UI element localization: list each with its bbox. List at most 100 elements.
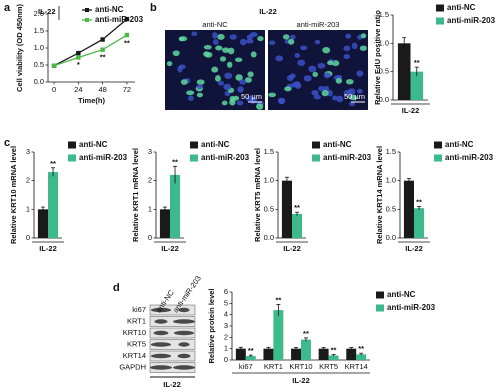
bar (328, 355, 339, 360)
cell (317, 62, 326, 69)
blot-band (150, 342, 172, 347)
cell (191, 31, 198, 37)
y-tick-label: 1.0 (34, 43, 44, 52)
bar (273, 310, 284, 360)
image-label-strip (268, 20, 368, 30)
cell (217, 33, 225, 40)
significance: ** (331, 346, 337, 355)
legend-label: anti-NC (95, 5, 124, 14)
x-tick-label: KRT1 (264, 362, 283, 371)
bar (291, 348, 301, 360)
significance: ** (50, 159, 56, 168)
cell (247, 71, 254, 78)
cell (323, 72, 331, 79)
x-tick-label: 0 (52, 85, 56, 94)
legend-label: anti-miR-203 (387, 303, 436, 312)
cell (245, 38, 254, 44)
panel-label: d (113, 282, 120, 294)
cell (218, 80, 225, 86)
cell (222, 47, 230, 53)
legend-label: anti-miR-203 (323, 153, 372, 162)
cell (336, 95, 344, 103)
cell (308, 65, 317, 73)
cell (186, 90, 195, 96)
blot-strip (149, 339, 196, 350)
legend-label: anti-miR-203 (79, 153, 128, 162)
y-tick-label: 2 (224, 332, 228, 341)
bar (410, 71, 424, 100)
legend-swatch (68, 154, 76, 162)
legend-label: anti-NC (79, 140, 108, 149)
blot-band (150, 307, 172, 313)
blot-row-label: KRT14 (123, 351, 146, 360)
bar (235, 348, 246, 360)
cell (236, 100, 244, 106)
y-axis-label: Relative KRT10 mRNA level (9, 146, 18, 244)
significance: ** (124, 38, 130, 47)
legend-swatch (68, 141, 76, 149)
cell (360, 33, 367, 39)
y-axis-label: Relative KRT1 mRNA level (131, 148, 140, 242)
y-tick-label: 0 (26, 233, 30, 242)
y-tick-label: 3 (26, 147, 30, 156)
legend-label: anti-miR-203 (201, 153, 250, 162)
cell (284, 86, 292, 92)
y-tick-label: 1.5 (379, 10, 389, 19)
y-tick-label: 3 (224, 321, 228, 330)
cell (180, 79, 188, 85)
y-tick-label: 6 (224, 287, 228, 296)
cell (226, 61, 233, 68)
y-tick-label: 1.0 (264, 176, 274, 185)
blot-band (178, 307, 190, 313)
significance: ** (416, 197, 422, 206)
significance: ** (294, 203, 300, 212)
y-axis-label: Relative KRT14 mRNA level (375, 146, 384, 244)
cell (203, 45, 212, 50)
legend-label: anti-miR-203 (445, 153, 494, 162)
cell (214, 75, 221, 82)
bar (292, 213, 303, 238)
legend-swatch (434, 141, 442, 149)
blot-band (150, 353, 172, 359)
cell (356, 70, 364, 77)
blot-condition: IL-22 (163, 380, 181, 389)
cell (345, 33, 352, 39)
point (124, 32, 130, 38)
blot-strip (149, 304, 196, 316)
bar (263, 348, 274, 360)
cell (196, 92, 203, 98)
x-tick-label: KRT10 (289, 362, 312, 371)
legend-swatch (376, 291, 384, 299)
cell (212, 32, 218, 39)
significance: ** (248, 346, 254, 355)
significance: * (77, 60, 80, 69)
y-tick-label: 0 (148, 233, 152, 242)
legend-swatch (434, 154, 442, 162)
blot-strip (149, 350, 196, 362)
legend-swatch (312, 154, 320, 162)
y-tick-label: 4 (224, 310, 228, 319)
y-tick-label: 0.5 (379, 67, 389, 76)
y-tick-label: 1 (26, 204, 30, 213)
y-tick-label: 5 (224, 298, 228, 307)
blot-band (173, 365, 195, 370)
y-tick-label: 1.0 (379, 38, 389, 47)
y-axis-label: Relative EdU positive ratio (373, 10, 382, 105)
cell (250, 51, 257, 58)
cell (211, 66, 219, 73)
x-tick-label: IL-22 (161, 244, 179, 253)
cell (239, 79, 247, 85)
bar (170, 174, 181, 238)
significance: ** (303, 329, 309, 338)
x-tick-label: 72 (123, 85, 131, 94)
y-tick-label: 1.0 (386, 176, 396, 185)
x-tick-label: IL-22 (402, 106, 420, 115)
bar (48, 172, 59, 238)
cell (335, 78, 343, 84)
point (124, 16, 130, 22)
legend-label: anti-miR-203 (95, 15, 144, 24)
legend-swatch (190, 154, 198, 162)
y-tick-label: 0.0 (34, 77, 44, 86)
cell (318, 85, 325, 92)
